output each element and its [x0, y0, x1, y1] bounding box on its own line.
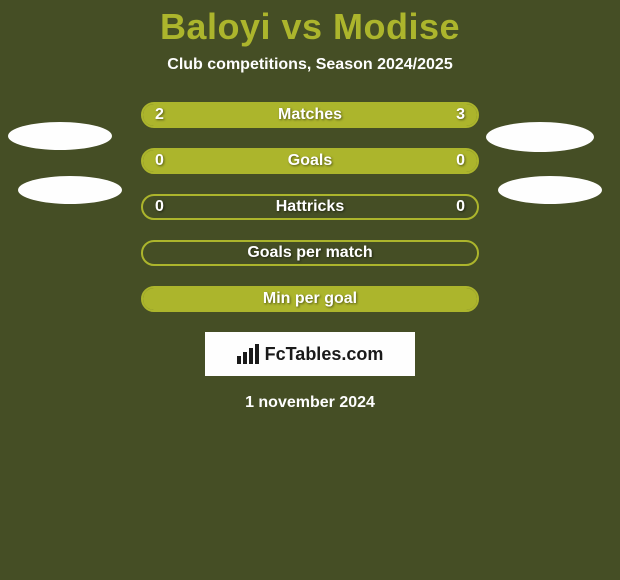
watermark: FcTables.com [205, 332, 415, 376]
stat-value-left: 0 [155, 152, 164, 170]
stat-row: Min per goal [141, 286, 479, 312]
stat-label: Goals [288, 152, 332, 170]
stat-value-right: 3 [456, 106, 465, 124]
subtitle: Club competitions, Season 2024/2025 [0, 56, 620, 74]
stats-card: Baloyi vs Modise Club competitions, Seas… [0, 0, 620, 580]
stat-label: Matches [278, 106, 342, 124]
player-oval [486, 122, 594, 152]
stat-value-left: 2 [155, 106, 164, 124]
stat-value-left: 0 [155, 198, 164, 216]
player-oval [18, 176, 122, 204]
stat-value-right: 0 [456, 152, 465, 170]
stat-label: Goals per match [247, 244, 372, 262]
bars-icon [237, 344, 261, 364]
stat-value-right: 0 [456, 198, 465, 216]
stat-row: 0 0 Goals [141, 148, 479, 174]
player-oval [498, 176, 602, 204]
stat-label: Hattricks [276, 198, 344, 216]
watermark-text: FcTables.com [265, 344, 384, 365]
stat-label: Min per goal [263, 290, 357, 308]
page-title: Baloyi vs Modise [0, 0, 620, 48]
stat-row: Goals per match [141, 240, 479, 266]
stat-row: 0 0 Hattricks [141, 194, 479, 220]
stat-row: 2 3 Matches [141, 102, 479, 128]
footer-date: 1 november 2024 [0, 394, 620, 412]
player-oval [8, 122, 112, 150]
